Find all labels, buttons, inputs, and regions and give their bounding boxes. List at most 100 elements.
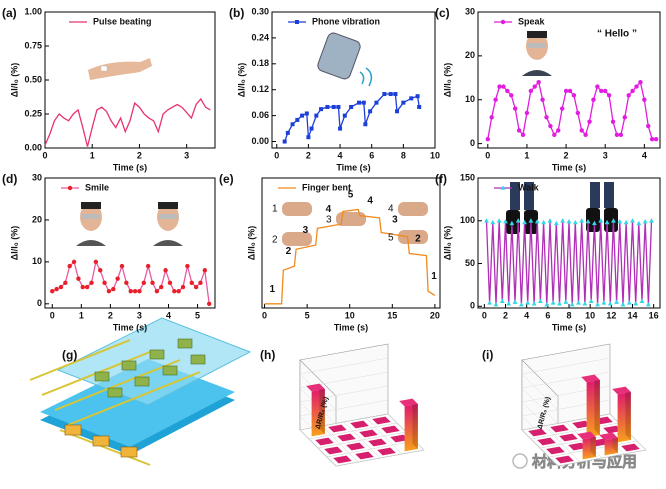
marker <box>518 301 524 307</box>
x-tick-label: 2 <box>503 310 508 320</box>
x-tick-label: 12 <box>606 310 616 320</box>
marker <box>630 88 635 94</box>
y-tick-label: 1.00 <box>24 6 42 16</box>
marker <box>642 219 648 224</box>
marker <box>591 220 597 226</box>
marker <box>585 219 591 224</box>
x-tick-label: 16 <box>649 310 659 320</box>
marker <box>598 218 604 223</box>
x-tick-label: 2 <box>306 150 311 160</box>
marker <box>642 97 647 102</box>
marker <box>309 126 314 131</box>
wall-grid <box>521 357 611 411</box>
marker <box>503 219 508 224</box>
x-axis-label: Time (s) <box>334 322 368 332</box>
y-axis-label: ΔI/I₀ (%) <box>246 226 256 261</box>
photo-label: 5 <box>388 233 394 244</box>
legend-label: Pulse beating <box>93 16 152 26</box>
marker <box>54 286 59 292</box>
sensor-array-diagram <box>29 317 252 466</box>
marker <box>522 219 527 225</box>
panel-label: (b) <box>229 6 244 20</box>
marker <box>606 93 612 98</box>
annotation: 1 <box>269 284 275 295</box>
marker <box>575 110 581 116</box>
marker <box>163 268 168 273</box>
marker <box>603 88 608 94</box>
marker <box>119 263 125 269</box>
marker <box>102 280 107 286</box>
series-line <box>264 208 436 305</box>
x-tick-label: 0 <box>262 310 267 320</box>
x-tick-label: 3 <box>184 150 189 160</box>
marker <box>50 289 55 294</box>
marker <box>607 301 613 306</box>
marker <box>618 132 624 138</box>
marker <box>497 84 502 89</box>
marker <box>193 284 199 290</box>
y-tick-label: 0.50 <box>24 74 42 84</box>
marker <box>516 128 522 133</box>
plot-frame <box>477 11 661 149</box>
marker <box>509 220 515 226</box>
marker <box>71 259 77 265</box>
y-tick-label: 30 <box>32 172 42 182</box>
marker <box>282 139 287 144</box>
marker <box>572 219 578 225</box>
y-tick-label: 0.75 <box>24 40 42 50</box>
panel-label: (h) <box>260 348 275 362</box>
marker <box>67 263 72 269</box>
bar-side <box>412 398 418 449</box>
bar-flat <box>546 446 565 455</box>
marker <box>89 280 94 286</box>
x-tick-label: 14 <box>627 310 637 320</box>
marker <box>532 84 537 89</box>
marker <box>646 123 651 129</box>
marker <box>206 301 212 307</box>
bar-flat <box>381 425 400 434</box>
marker <box>80 284 85 290</box>
annotation: “ Hello ” <box>597 29 637 40</box>
x-axis-label: Time (s) <box>552 162 586 172</box>
bar-flat <box>368 438 387 447</box>
annotation: 5 <box>348 189 354 200</box>
bar-flat <box>621 443 640 452</box>
y-tick-label: 0.30 <box>251 6 269 16</box>
marker <box>106 289 112 294</box>
legend-label: Finger bent <box>302 182 351 192</box>
y-tick-label: 30 <box>465 6 475 16</box>
marker <box>571 93 577 98</box>
plot-frame <box>261 177 441 309</box>
marker <box>198 280 203 286</box>
contact-pads <box>64 424 138 458</box>
marker <box>544 115 549 120</box>
bar-flat <box>346 442 365 451</box>
bar-side <box>594 374 600 435</box>
bar-top <box>399 398 418 407</box>
bar-flat <box>359 429 378 438</box>
x-tick-label: 8 <box>566 310 571 320</box>
marker <box>150 280 155 286</box>
y-tick-label: 0.25 <box>24 108 42 118</box>
marker <box>579 128 584 133</box>
x-tick-label: 5 <box>305 310 310 320</box>
y-axis-label: ΔI/I₀ (%) <box>9 226 19 261</box>
bar-flat <box>350 420 369 429</box>
marker <box>576 300 581 305</box>
x-tick-label: 2 <box>108 310 113 320</box>
bar-flat <box>603 425 622 434</box>
marker <box>342 113 347 118</box>
legend-label: Phone vibration <box>312 16 380 26</box>
bar-flat <box>328 424 347 433</box>
photo-label: 2 <box>272 235 278 246</box>
bar-flat <box>377 447 396 456</box>
marker <box>306 135 311 140</box>
x-axis-label: Time (s) <box>336 162 370 172</box>
marker <box>567 88 573 94</box>
marker <box>496 218 502 223</box>
marker <box>338 126 343 131</box>
x-tick-label: 1 <box>524 150 529 160</box>
marker <box>154 289 160 294</box>
marker <box>285 130 290 135</box>
marker <box>368 109 373 114</box>
